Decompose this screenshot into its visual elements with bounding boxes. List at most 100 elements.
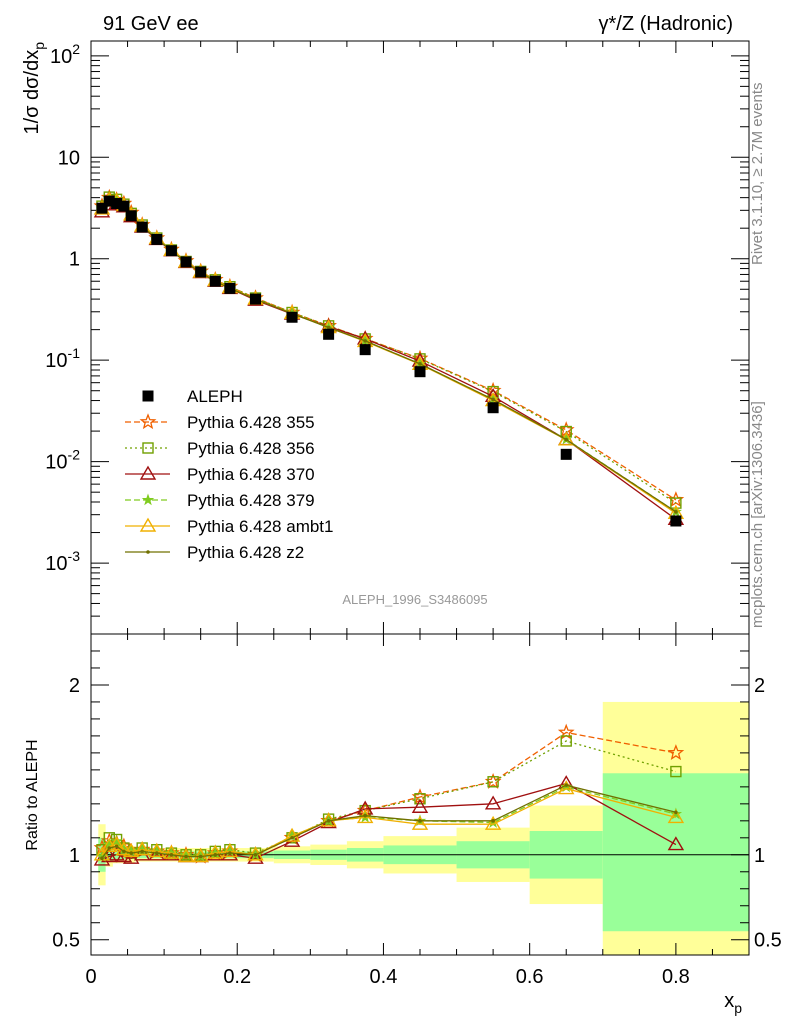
main-y-axis-label: 1/σ dσ/dxp <box>21 42 47 135</box>
main-point <box>418 362 422 366</box>
ratio-point <box>198 854 203 859</box>
main-point <box>151 233 163 245</box>
legend-label: ALEPH <box>187 387 243 406</box>
ratio-y-axis-label: Ratio to ALEPH <box>24 739 41 850</box>
legend-item: ALEPH <box>142 387 243 406</box>
main-series-p379 <box>95 192 682 518</box>
ratio-point <box>674 810 678 815</box>
ratio-series-line <box>101 787 677 858</box>
ratio-point <box>169 852 174 857</box>
ratio-point <box>100 856 104 860</box>
ratio-series-line <box>101 740 677 856</box>
main-series-data <box>96 195 682 527</box>
legend-item: Pythia 6.428 ambt1 <box>125 517 333 536</box>
main-y-tick-label: 1 <box>69 249 80 271</box>
main-point <box>487 402 499 414</box>
ratio-point <box>326 819 331 823</box>
ratio-y-tick-label: 2 <box>69 675 80 697</box>
ratio-point <box>110 834 123 847</box>
legend-label: Pythia 6.428 355 <box>187 413 315 432</box>
ratio-point <box>122 843 140 858</box>
ratio-point <box>107 846 112 850</box>
main-point <box>491 397 495 402</box>
ratio-y-tick-label: 0.5 <box>52 930 80 952</box>
main-panel-frame: 102 10 1 10-1 10-2 10-3 1/σ dσ/dxp <box>21 40 750 635</box>
main-point <box>118 200 130 212</box>
main-y-tick-label: 10-2 <box>45 447 80 474</box>
ratio-point <box>560 735 572 747</box>
main-point <box>670 515 682 527</box>
ratio-point <box>484 795 502 810</box>
legend-label: Pythia 6.428 370 <box>187 465 315 484</box>
ratio-point <box>320 814 337 829</box>
legend-label: Pythia 6.428 ambt1 <box>187 517 333 536</box>
ratio-point <box>247 849 264 864</box>
main-point <box>674 510 678 514</box>
main-point <box>224 282 236 294</box>
ratio-point <box>213 852 218 857</box>
main-point <box>359 344 371 356</box>
ratio-point <box>487 776 499 788</box>
header-left: 91 GeV ee <box>103 13 199 35</box>
ratio-point <box>667 809 685 824</box>
ratio-y-tick-label: 1 <box>69 845 80 867</box>
ratio-point <box>207 844 224 859</box>
legend-item: Pythia 6.428 355 <box>125 413 315 432</box>
ratio-point <box>290 836 294 840</box>
x-tick-label: 0.8 <box>662 966 690 988</box>
main-point <box>560 448 572 460</box>
ratio-point <box>670 765 682 778</box>
x-tick-label: 0 <box>85 966 96 988</box>
legend-marker <box>146 550 150 554</box>
ratio-series-ambt1 <box>93 780 685 863</box>
main-point <box>136 221 148 233</box>
legend-label: Pythia 6.428 356 <box>187 439 315 458</box>
x-axis-label: xp <box>724 990 742 1016</box>
legend-item: Pythia 6.428 370 <box>125 465 315 484</box>
legend: ALEPH Pythia 6.428 355 Pythia 6.428 356 Pyt… <box>125 387 333 562</box>
main-y-tick-label: 10-3 <box>45 548 80 575</box>
ratio-panel-frame: 0 0.2 0.4 0.6 0.8 xp 0.5 0.5 1 1 2 2 Ratio to ALEPH <box>24 633 782 1016</box>
main-point <box>195 266 207 278</box>
ratio-y-tick-label-right: 0.5 <box>754 930 782 952</box>
main-point <box>250 293 261 305</box>
ratio-point <box>228 851 232 855</box>
ratio-point <box>283 832 301 847</box>
main-panel-series <box>93 188 685 527</box>
main-series-p356 <box>96 191 682 509</box>
ratio-y-tick-label-right: 2 <box>754 675 765 697</box>
main-point <box>363 339 367 343</box>
ratio-point <box>253 852 258 857</box>
ratio-point <box>114 844 119 849</box>
legend-item: Pythia 6.428 z2 <box>125 543 304 562</box>
sidebar-rivet: Rivet 3.1.10, ≥ 2.7M events <box>749 83 766 266</box>
ratio-series-z2 <box>100 783 678 860</box>
ratio-point <box>667 836 685 851</box>
ratio-point <box>564 783 569 787</box>
x-tick-label: 0.2 <box>223 966 251 988</box>
ratio-point <box>221 843 239 858</box>
ratio-point <box>140 849 144 854</box>
watermark: ALEPH_1996_S3486095 <box>342 592 487 607</box>
ratio-point <box>418 819 422 823</box>
main-point <box>125 210 137 222</box>
ratio-point <box>108 846 125 861</box>
ratio-point <box>115 848 133 863</box>
legend-marker <box>141 493 155 506</box>
main-series-ambt1 <box>93 191 685 519</box>
ratio-point <box>363 813 367 818</box>
ratio-point <box>414 793 426 805</box>
legend-marker <box>139 413 157 430</box>
legend-marker <box>142 442 154 454</box>
x-tick-label: 0.6 <box>516 966 544 988</box>
ratio-point <box>484 815 502 830</box>
legend-marker <box>142 390 154 402</box>
legend-label: Pythia 6.428 379 <box>187 491 315 510</box>
main-point <box>111 198 123 210</box>
main-point <box>326 325 331 330</box>
legend-label: Pythia 6.428 z2 <box>187 543 304 562</box>
main-point <box>323 328 335 340</box>
ratio-point <box>411 815 429 830</box>
header-right: γ*/Z (Hadronic) <box>599 13 733 35</box>
main-point <box>103 195 115 207</box>
